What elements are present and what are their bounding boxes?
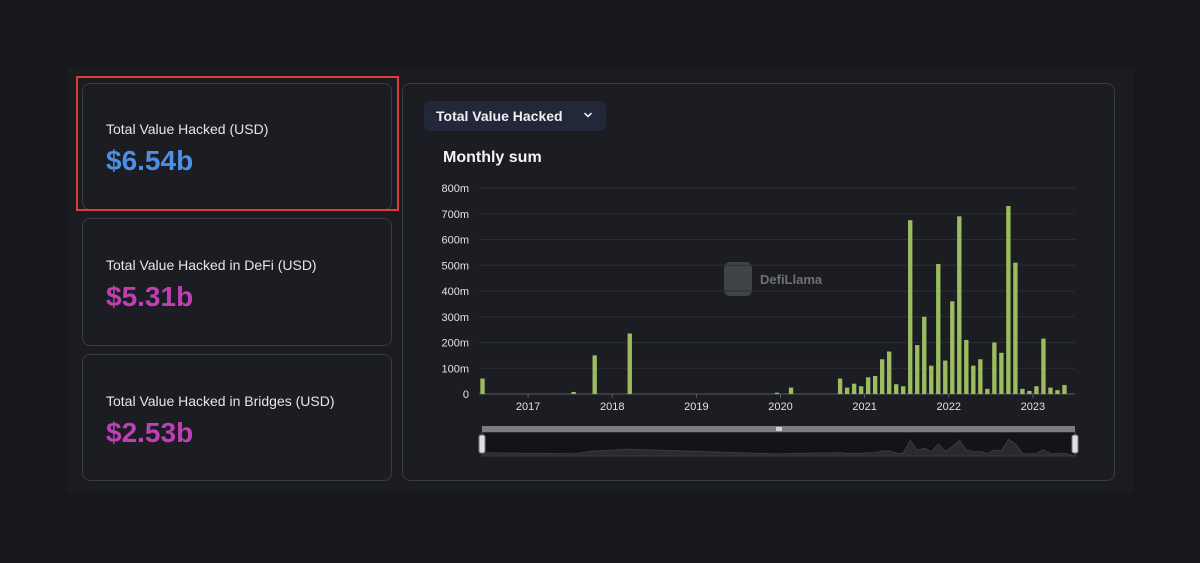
zoom-handle-left[interactable] (478, 434, 486, 454)
bar[interactable] (1020, 388, 1025, 394)
bar[interactable] (480, 378, 485, 394)
bar[interactable] (964, 339, 969, 394)
defillama-logo-icon (724, 262, 752, 296)
dropdown-label: Total Value Hacked (436, 108, 563, 124)
bar[interactable] (908, 220, 913, 394)
watermark: DefiLlama (724, 262, 822, 296)
bar[interactable] (894, 384, 899, 394)
bar[interactable] (774, 392, 780, 394)
bar[interactable] (985, 388, 990, 394)
bar[interactable] (1048, 387, 1053, 394)
y-tick-label: 500m (441, 260, 469, 272)
x-tick-label: 2023 (1021, 401, 1045, 413)
y-tick-label: 200m (441, 338, 469, 350)
bar[interactable] (865, 377, 871, 394)
bar[interactable] (1013, 262, 1018, 394)
card-total-value-hacked-defi: Total Value Hacked in DeFi (USD) $5.31b (82, 218, 392, 346)
bar[interactable] (592, 355, 597, 394)
bar[interactable] (571, 391, 576, 394)
watermark-text: DefiLlama (760, 271, 823, 287)
x-tick-label: 2018 (600, 401, 624, 413)
x-tick-label: 2021 (852, 401, 876, 413)
zoom-slider-preview (481, 438, 1076, 457)
metric-dropdown[interactable]: Total Value Hacked (424, 101, 606, 131)
bar[interactable] (950, 301, 955, 394)
y-tick-label: 800m (441, 183, 469, 195)
bar[interactable] (1006, 206, 1011, 394)
bar[interactable] (858, 386, 864, 394)
y-tick-label: 100m (441, 363, 469, 375)
bar[interactable] (992, 342, 997, 395)
bar[interactable] (922, 316, 927, 394)
bar[interactable] (627, 333, 632, 394)
zoom-slider-grip-icon[interactable] (776, 427, 782, 431)
chevron-down-icon (584, 112, 592, 118)
chart-card (402, 83, 1115, 481)
bar[interactable] (1041, 338, 1046, 394)
bar[interactable] (1055, 390, 1060, 394)
zoom-slider-track[interactable] (481, 431, 1076, 457)
y-tick-label: 700m (441, 209, 469, 221)
card-label: Total Value Hacked in DeFi (USD) (106, 257, 317, 273)
card-total-value-hacked-bridges: Total Value Hacked in Bridges (USD) $2.5… (82, 354, 392, 481)
y-tick-label: 600m (441, 235, 469, 247)
x-tick-label: 2022 (937, 401, 961, 413)
bar[interactable] (887, 351, 892, 394)
bar[interactable] (1034, 386, 1039, 394)
bar[interactable] (936, 263, 941, 394)
card-label: Total Value Hacked (USD) (106, 121, 269, 137)
bar[interactable] (943, 360, 948, 394)
bar[interactable] (978, 359, 983, 394)
card-value: $6.54b (106, 145, 194, 176)
card-label: Total Value Hacked in Bridges (USD) (106, 393, 335, 409)
bar[interactable] (788, 387, 794, 394)
bar[interactable] (957, 216, 962, 394)
bar[interactable] (1027, 390, 1032, 394)
bar[interactable] (915, 345, 920, 394)
x-tick-label: 2017 (516, 401, 540, 413)
bar[interactable] (844, 387, 850, 394)
bar[interactable] (901, 386, 906, 394)
y-tick-label: 0 (463, 389, 469, 401)
bar[interactable] (971, 365, 976, 394)
y-tick-label: 300m (441, 312, 469, 324)
x-tick-label: 2020 (768, 401, 792, 413)
bar[interactable] (999, 352, 1004, 394)
x-tick-label: 2019 (684, 401, 708, 413)
bar[interactable] (837, 378, 843, 394)
card-value: $5.31b (106, 281, 194, 312)
card-total-value-hacked: Total Value Hacked (USD) $6.54b (82, 83, 392, 210)
zoom-handle-right[interactable] (1071, 434, 1079, 454)
bar[interactable] (851, 383, 857, 394)
bar[interactable] (929, 365, 934, 394)
bar[interactable] (1062, 384, 1067, 394)
bar[interactable] (880, 359, 885, 394)
bar[interactable] (872, 375, 878, 394)
y-tick-label: 400m (441, 286, 469, 298)
card-value: $2.53b (106, 417, 194, 448)
chart-title: Monthly sum (443, 149, 542, 166)
